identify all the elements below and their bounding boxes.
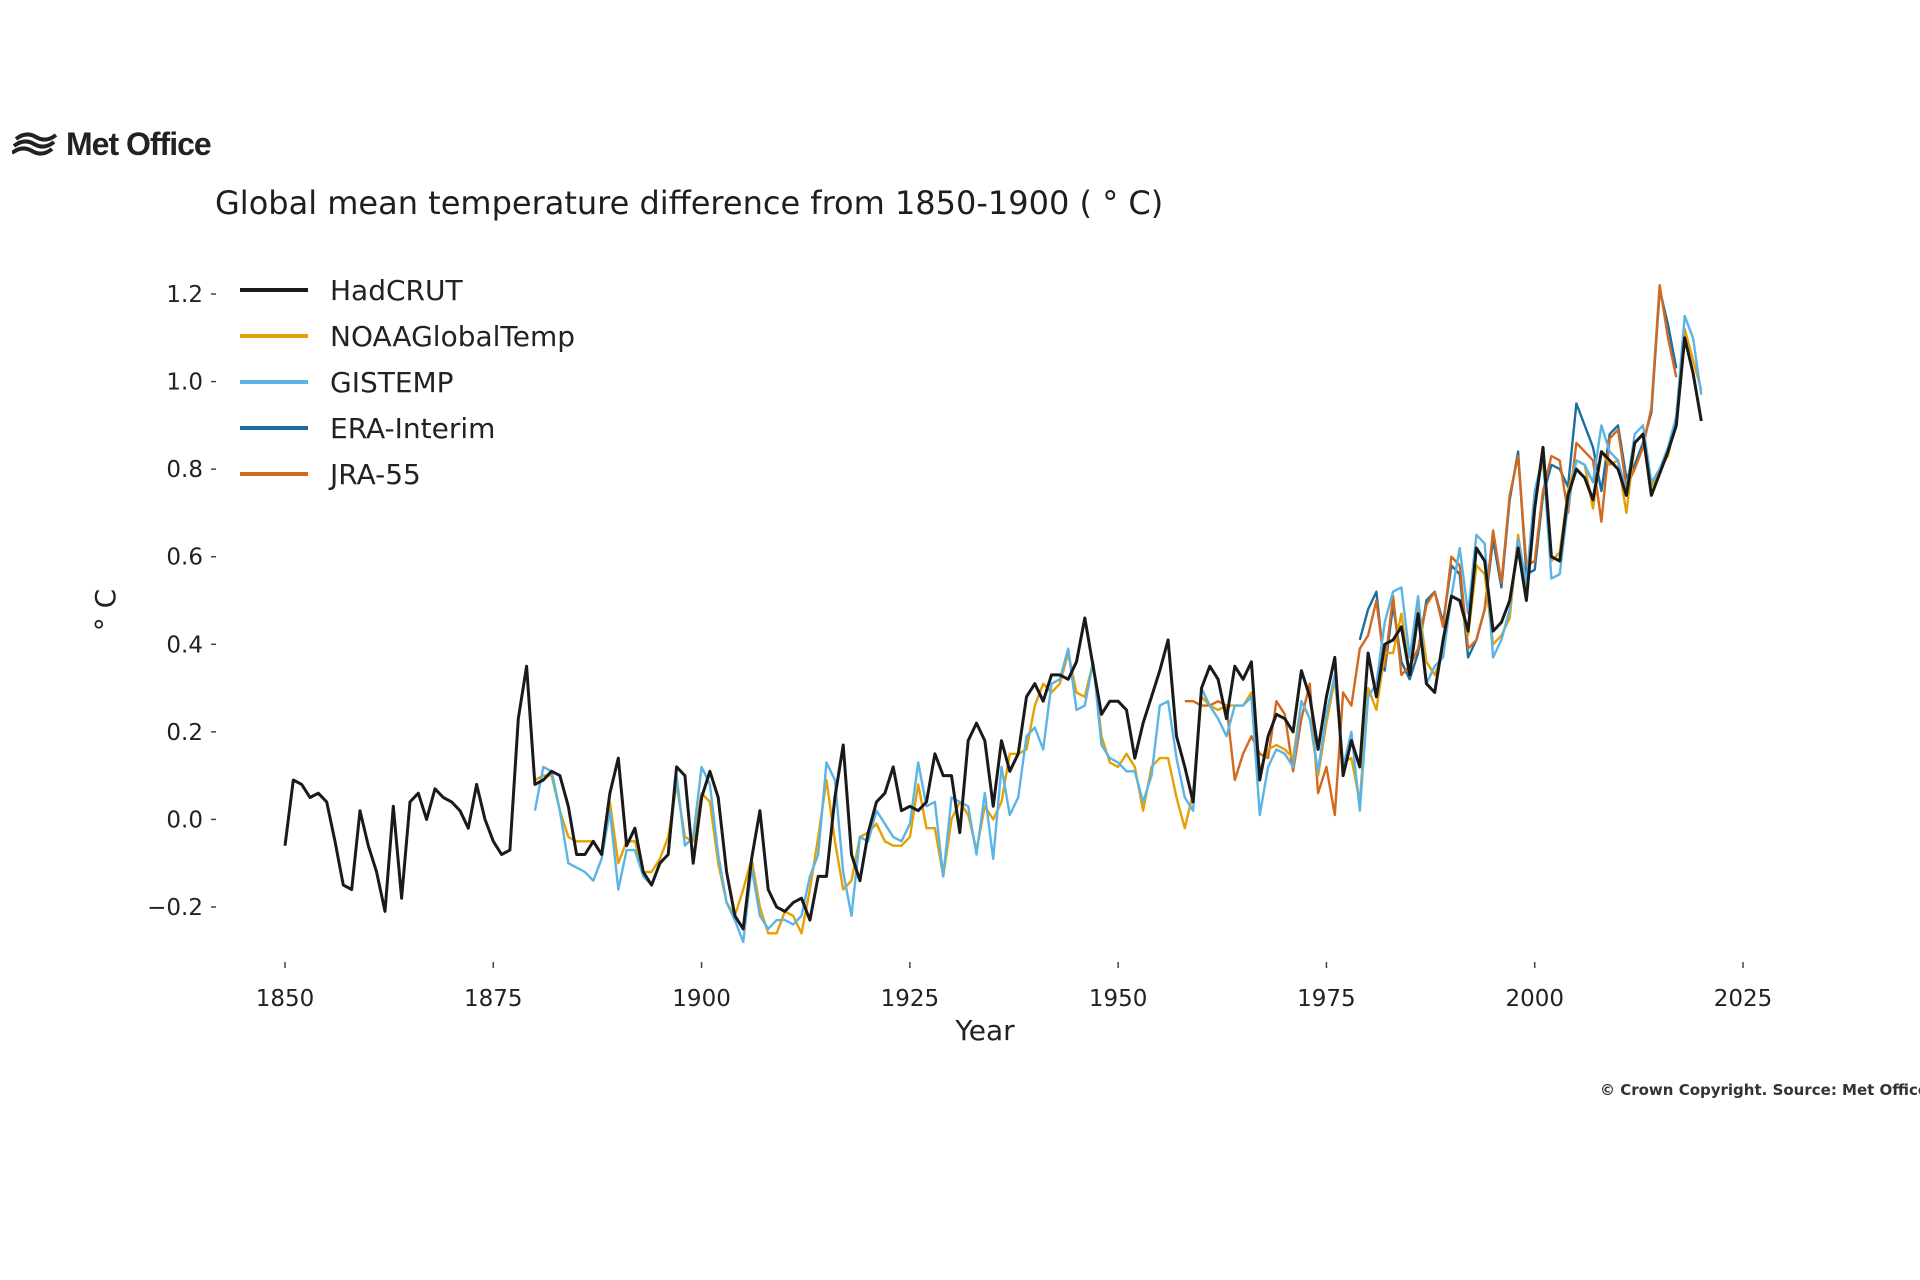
brand-logo: Met Office (12, 124, 212, 164)
series-line-hadcrut (283, 336, 1703, 931)
y-tick-label: 0.8 (166, 457, 203, 483)
x-tick-label: 2000 (1505, 986, 1564, 1012)
x-tick-label: 1875 (464, 986, 523, 1012)
legend-label: HadCRUT (330, 274, 463, 307)
x-axis-label: Year (954, 1014, 1015, 1047)
x-axis: 1850 1875 1900 1925 1950 1975 2000 2025 (256, 962, 1773, 1012)
series-line-jra-55 (1184, 284, 1678, 817)
x-tick-label: 1900 (672, 986, 731, 1012)
y-tick-label: 1.0 (166, 370, 203, 396)
y-tick-label: 0.4 (166, 632, 203, 658)
met-office-logo-icon (12, 132, 58, 156)
series-layer (283, 284, 1703, 944)
y-tick-label: 0.2 (166, 720, 203, 746)
x-tick-label: 1925 (881, 986, 940, 1012)
copyright-note: © Crown Copyright. Source: Met Office (1600, 1081, 1920, 1099)
x-tick-label: 1975 (1297, 986, 1356, 1012)
brand-name: Met Office (66, 125, 212, 162)
x-tick-label: 1850 (256, 986, 315, 1012)
legend-label: ERA-Interim (330, 412, 495, 445)
legend: HadCRUT NOAAGlobalTemp GISTEMP ERA-Interim J… (240, 274, 575, 491)
y-tick-label: 0.6 (166, 545, 203, 571)
legend-label: NOAAGlobalTemp (330, 320, 575, 353)
series-line-gistemp (533, 314, 1703, 944)
series-line-noaaglobaltemp (534, 327, 1703, 935)
x-tick-label: 1950 (1089, 986, 1148, 1012)
legend-label: GISTEMP (330, 366, 454, 399)
y-tick-label: 0.0 (166, 807, 203, 833)
legend-label: JRA-55 (328, 458, 421, 491)
chart-title: Global mean temperature difference from … (215, 184, 1164, 222)
y-axis-label: ° C (89, 589, 122, 631)
y-tick-label: −0.2 (147, 895, 203, 921)
y-tick-label: 1.2 (166, 282, 203, 308)
y-axis: −0.2 0.0 0.2 0.4 0.6 0.8 1.0 1.2 (147, 282, 216, 921)
x-tick-label: 2025 (1714, 986, 1773, 1012)
